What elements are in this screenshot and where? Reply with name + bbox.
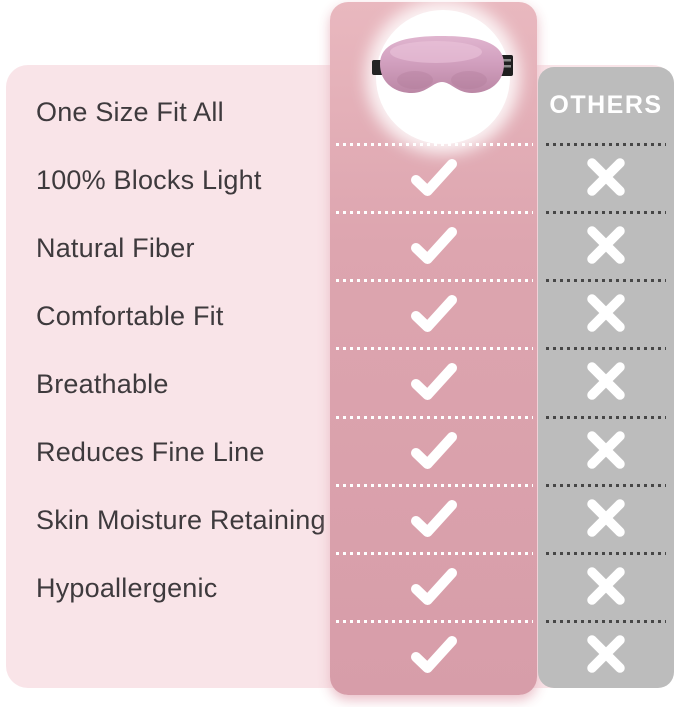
comparison-cell — [330, 551, 537, 620]
comparison-cell — [330, 415, 537, 484]
check-icon — [410, 499, 457, 537]
comparison-cell — [538, 551, 674, 620]
sleep-mask-image — [372, 36, 513, 93]
comparison-cell — [538, 143, 674, 211]
others-column-header: OTHERS — [538, 67, 674, 143]
cross-icon — [587, 226, 625, 264]
check-icon — [410, 363, 457, 401]
check-icon — [410, 295, 457, 333]
comparison-cell — [538, 347, 674, 415]
check-icon — [410, 635, 457, 673]
feature-label: Skin Moisture Retaining — [36, 505, 326, 536]
feature-label: Breathable — [36, 369, 169, 400]
product-column-header — [330, 2, 537, 144]
feature-label: Comfortable Fit — [36, 300, 224, 331]
cross-icon — [587, 430, 625, 469]
comparison-cell — [538, 211, 674, 279]
check-icon — [410, 431, 457, 469]
comparison-cell — [538, 279, 674, 347]
feature-label-list: One Size Fit All 100% Blocks Light Natural… — [0, 78, 330, 623]
comparison-cell — [330, 347, 537, 415]
cross-icon — [587, 635, 625, 673]
comparison-cell — [330, 619, 537, 688]
cross-icon — [587, 294, 625, 333]
check-icon — [410, 567, 457, 605]
check-icon — [410, 227, 457, 265]
comparison-cell — [330, 279, 537, 347]
feature-label: Natural Fiber — [36, 232, 195, 263]
comparison-cell — [538, 619, 674, 688]
comparison-cell — [538, 483, 674, 552]
cross-icon — [587, 158, 625, 196]
cross-icon — [587, 362, 625, 401]
feature-label: 100% Blocks Light — [36, 164, 262, 195]
others-column-title: OTHERS — [549, 90, 663, 119]
comparison-cell — [330, 211, 537, 279]
feature-label: Reduces Fine Line — [36, 437, 265, 468]
comparison-cell — [330, 143, 537, 211]
others-marks — [538, 143, 674, 688]
feature-label: One Size Fit All — [36, 96, 224, 127]
feature-label: Hypoallergenic — [36, 573, 218, 604]
comparison-cell — [538, 415, 674, 484]
check-icon — [410, 159, 457, 197]
comparison-cell — [330, 483, 537, 552]
product-column — [330, 2, 537, 695]
cross-icon — [587, 567, 625, 605]
product-marks — [330, 143, 537, 688]
others-column: OTHERS — [538, 67, 674, 688]
cross-icon — [587, 498, 625, 537]
